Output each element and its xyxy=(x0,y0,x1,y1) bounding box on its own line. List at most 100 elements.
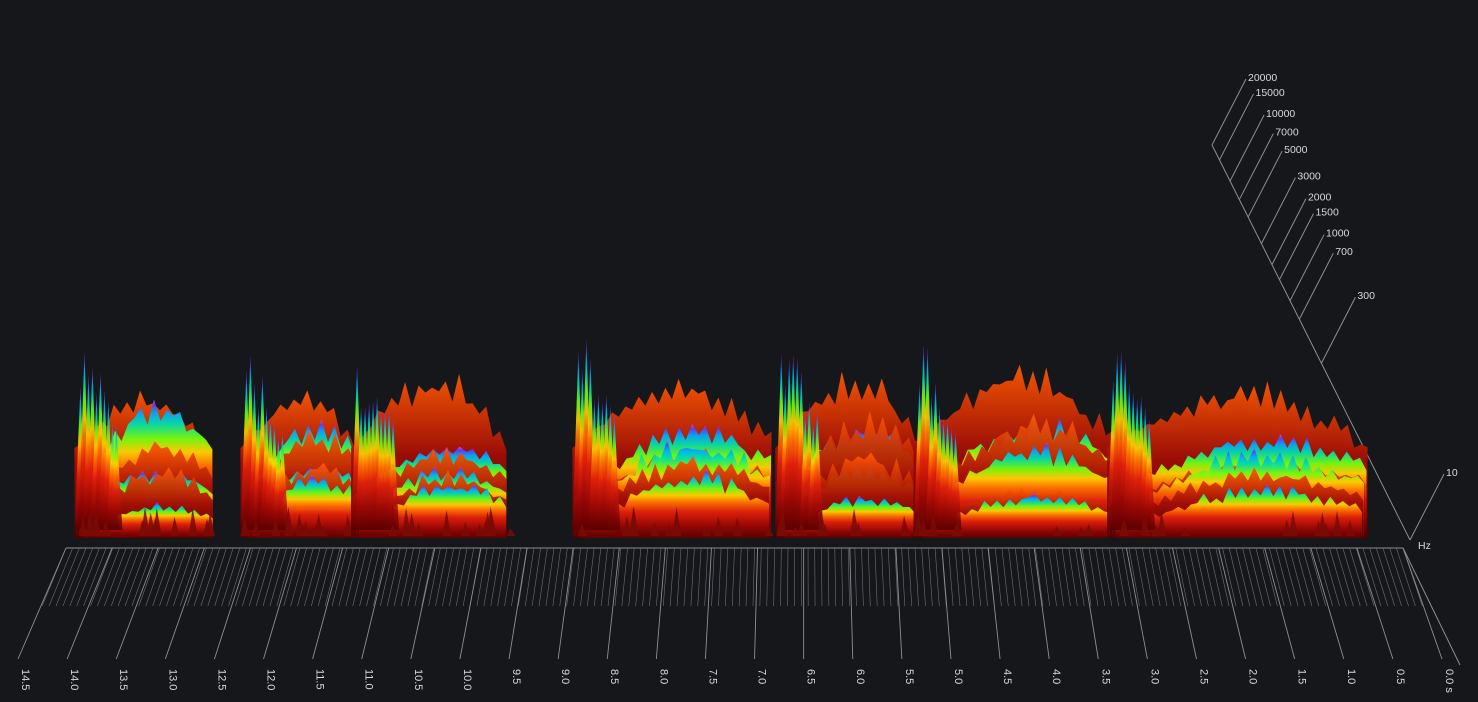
time-tick-line xyxy=(1218,547,1247,660)
frequency-tick-line xyxy=(1279,213,1314,280)
grid-fine-line xyxy=(566,547,575,607)
grid-fine-line xyxy=(773,547,775,607)
time-tick-label: 3.0 xyxy=(1148,669,1160,684)
grid-fine-line xyxy=(766,547,769,607)
time-tick-label: 7.5 xyxy=(706,669,718,684)
noise-blob xyxy=(797,522,807,536)
noise-blob xyxy=(202,518,212,536)
grid-fine-line xyxy=(359,547,374,607)
grid-fine-line xyxy=(538,547,548,607)
grid-fine-line xyxy=(545,547,555,607)
frequency-unit-label: Hz xyxy=(1418,540,1431,552)
time-tick-line xyxy=(361,547,390,660)
noise-blob xyxy=(913,509,923,536)
grid-fine-line xyxy=(1349,547,1368,607)
time-tick-label: 14.0 xyxy=(68,669,80,690)
grid-fine-line xyxy=(407,547,421,607)
grid-fine-line xyxy=(1035,547,1044,607)
time-tick-label: 1.0 xyxy=(1345,669,1357,684)
frequency-tick-line xyxy=(1409,473,1445,541)
time-tick-line xyxy=(606,547,620,660)
grid-fine-line xyxy=(961,547,968,607)
grid-fine-line xyxy=(1335,547,1354,607)
grid-fine-line xyxy=(628,547,635,607)
grid-fine-line xyxy=(683,547,689,607)
noise-blob xyxy=(714,516,724,536)
grid-fine-line xyxy=(1108,547,1120,607)
time-tick-line xyxy=(459,547,482,660)
grid-fine-line xyxy=(1342,547,1361,607)
time-axis-labels: 14.5 14.0 13.5 13.0 12.5 12.0 11.5 11.0 10.5 10.0… xyxy=(17,547,1455,693)
grid-fine-line xyxy=(662,547,668,607)
onset-spike xyxy=(608,415,621,530)
time-tick-label: 8.0 xyxy=(657,669,669,684)
noise-blob xyxy=(764,525,774,536)
time-tick-label: 5.5 xyxy=(903,669,915,684)
frequency-tick-label: 5000 xyxy=(1284,144,1308,156)
time-tick-line xyxy=(66,547,113,660)
grid-fine-line xyxy=(1208,547,1223,607)
grid-fine-line xyxy=(1175,547,1189,607)
frequency-tick-label: 300 xyxy=(1357,290,1375,302)
grid-fine-line xyxy=(968,547,975,607)
grid-fine-line xyxy=(386,547,401,607)
time-tick-line xyxy=(1310,547,1345,660)
grid-fine-line xyxy=(1369,547,1389,607)
onset-spike xyxy=(949,432,962,530)
noise-blob xyxy=(284,506,294,536)
grid-fine-line xyxy=(1095,547,1106,607)
grid-fine-line xyxy=(718,547,722,607)
grid-fine-line xyxy=(593,547,602,607)
grid-fine-line xyxy=(179,547,200,607)
grid-fine-line xyxy=(207,547,227,607)
grid-fine-line xyxy=(1068,547,1078,607)
grid-fine-line xyxy=(587,547,595,607)
grid-fine-line xyxy=(1242,547,1258,607)
grid-fine-line xyxy=(476,547,488,607)
noise-blob xyxy=(475,523,485,536)
grid-fine-line xyxy=(297,547,314,607)
grid-fine-line xyxy=(228,547,247,607)
grid-fine-line xyxy=(104,547,127,607)
grid-fine-line xyxy=(867,547,871,607)
grid-fine-line xyxy=(607,547,615,607)
grid-fine-line xyxy=(1382,547,1402,607)
time-tick-line xyxy=(1264,547,1296,660)
frequency-tick-label: 20000 xyxy=(1248,72,1277,84)
grid-fine-line xyxy=(1295,547,1313,607)
grid-fine-line xyxy=(483,547,495,607)
grid-fine-line xyxy=(490,547,501,607)
noise-blob xyxy=(240,517,250,536)
time-tick-line xyxy=(115,547,159,660)
grid-fine-line xyxy=(324,547,341,607)
time-tick-label: 9.0 xyxy=(559,669,571,684)
grid-fine-line xyxy=(1121,547,1133,607)
grid-fine-line xyxy=(269,547,287,607)
grid-fine-line xyxy=(497,547,508,607)
ridge-layer xyxy=(921,494,1111,538)
grid-fine-line xyxy=(1269,547,1285,607)
noise-blob xyxy=(1288,510,1298,536)
grid-fine-line xyxy=(400,547,414,607)
burst xyxy=(775,354,936,538)
grid-fine-line xyxy=(1162,547,1175,607)
noise-blob xyxy=(188,507,198,536)
grid-fine-line xyxy=(874,547,878,607)
grid-fine-line xyxy=(934,547,940,607)
time-tick-label: 4.0 xyxy=(1050,669,1062,684)
time-tick-line xyxy=(754,547,759,660)
grid-fine-line xyxy=(1195,547,1209,607)
noise-blob xyxy=(920,523,930,536)
grid-fine-line xyxy=(861,547,864,607)
grid-fine-line xyxy=(1255,547,1271,607)
time-tick-label: 2.0 xyxy=(1247,669,1259,684)
grid-fine-line xyxy=(948,547,954,607)
noise-blob xyxy=(1321,522,1331,536)
noise-blob xyxy=(854,522,864,536)
noise-blob xyxy=(318,525,328,536)
noise-blob xyxy=(407,512,417,536)
grid-fine-line xyxy=(780,547,782,607)
grid-fine-line xyxy=(352,547,368,607)
grid-fine-line xyxy=(894,547,899,607)
